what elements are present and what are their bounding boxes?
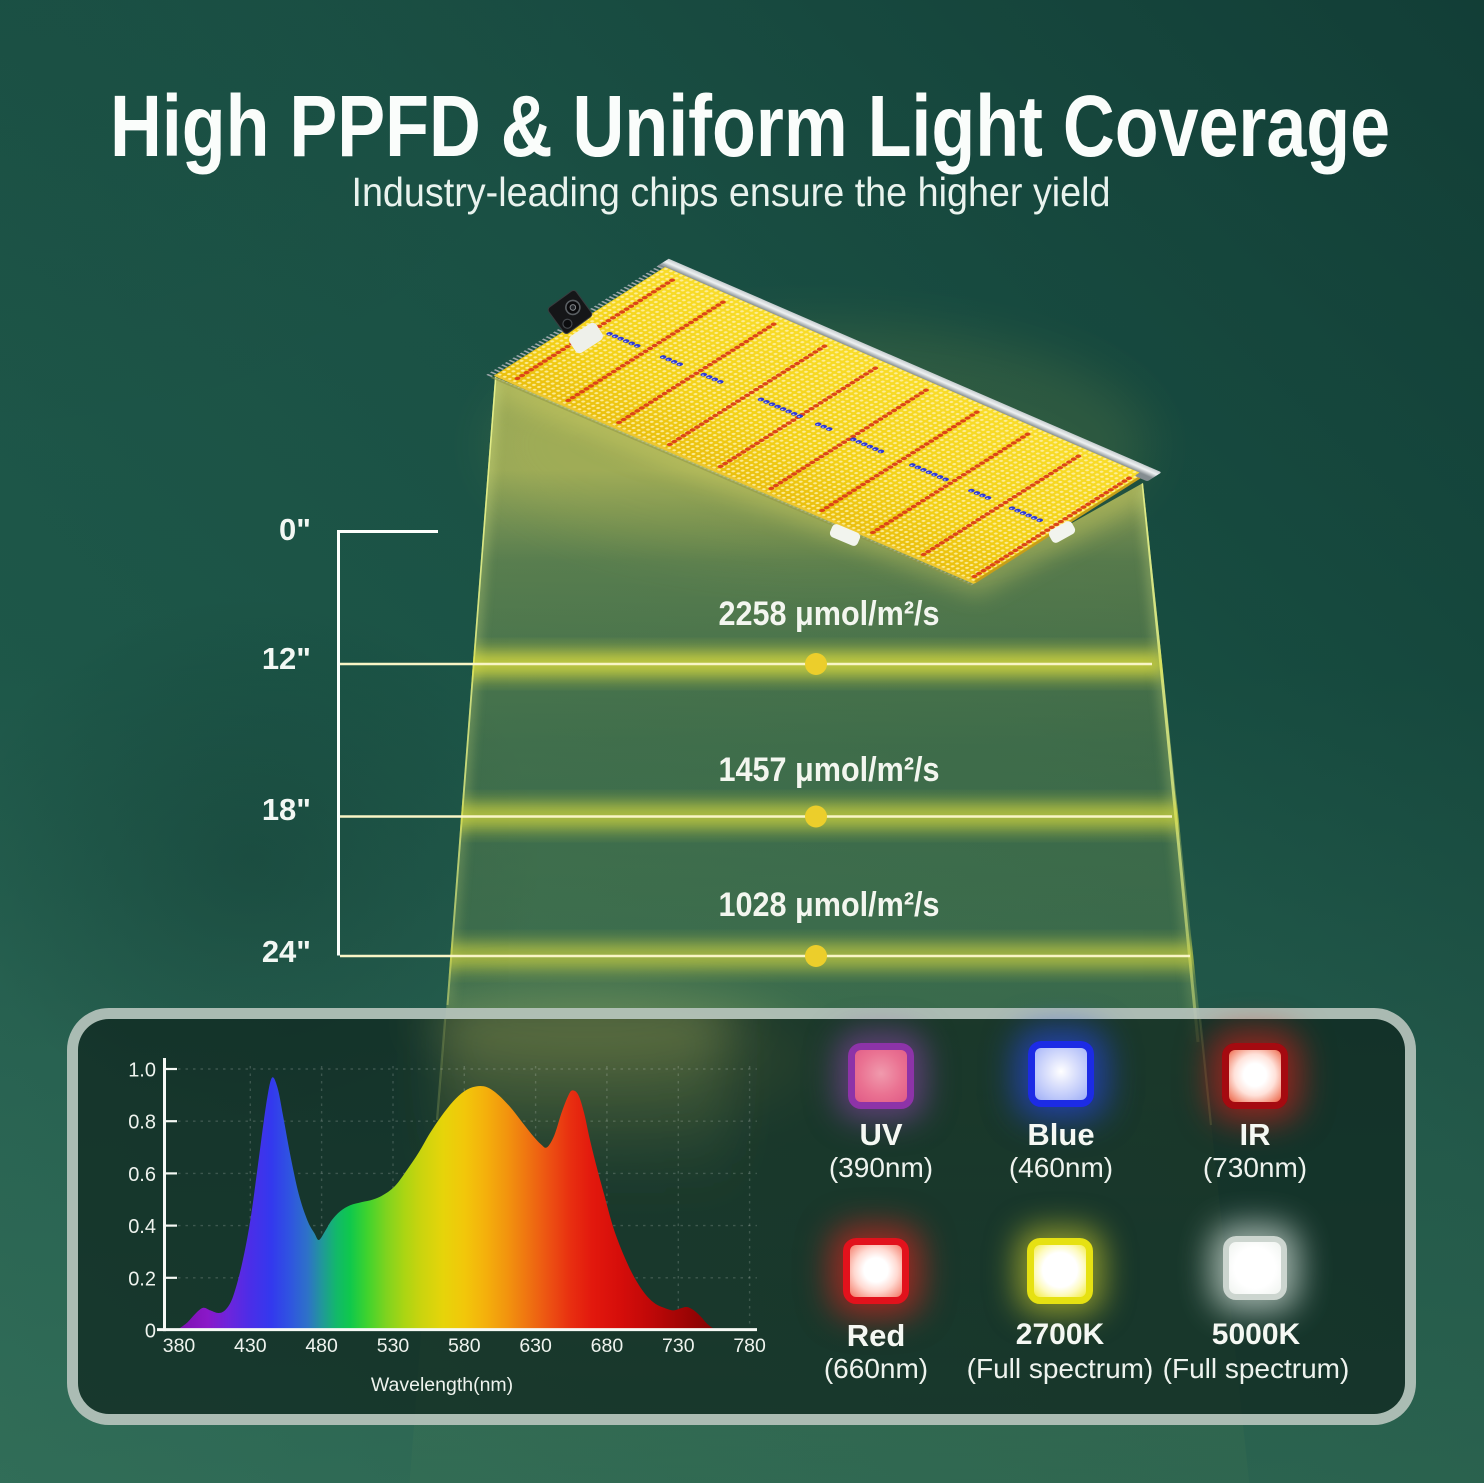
svg-text:1.0: 1.0 bbox=[128, 1060, 156, 1082]
svg-text:480: 480 bbox=[305, 1335, 338, 1357]
svg-text:Wavelength(nm): Wavelength(nm) bbox=[371, 1374, 513, 1396]
svg-text:430: 430 bbox=[234, 1335, 267, 1357]
svg-text:0.6: 0.6 bbox=[128, 1164, 156, 1186]
svg-text:530: 530 bbox=[377, 1335, 410, 1357]
svg-text:0.4: 0.4 bbox=[128, 1216, 156, 1238]
svg-text:680: 680 bbox=[591, 1335, 624, 1357]
svg-text:580: 580 bbox=[448, 1335, 481, 1357]
svg-text:630: 630 bbox=[519, 1335, 552, 1357]
svg-text:0.2: 0.2 bbox=[128, 1268, 156, 1290]
svg-text:0: 0 bbox=[145, 1321, 156, 1343]
svg-text:780: 780 bbox=[733, 1335, 766, 1357]
svg-text:380: 380 bbox=[163, 1335, 196, 1357]
svg-text:0.8: 0.8 bbox=[128, 1112, 156, 1134]
svg-text:730: 730 bbox=[662, 1335, 695, 1357]
